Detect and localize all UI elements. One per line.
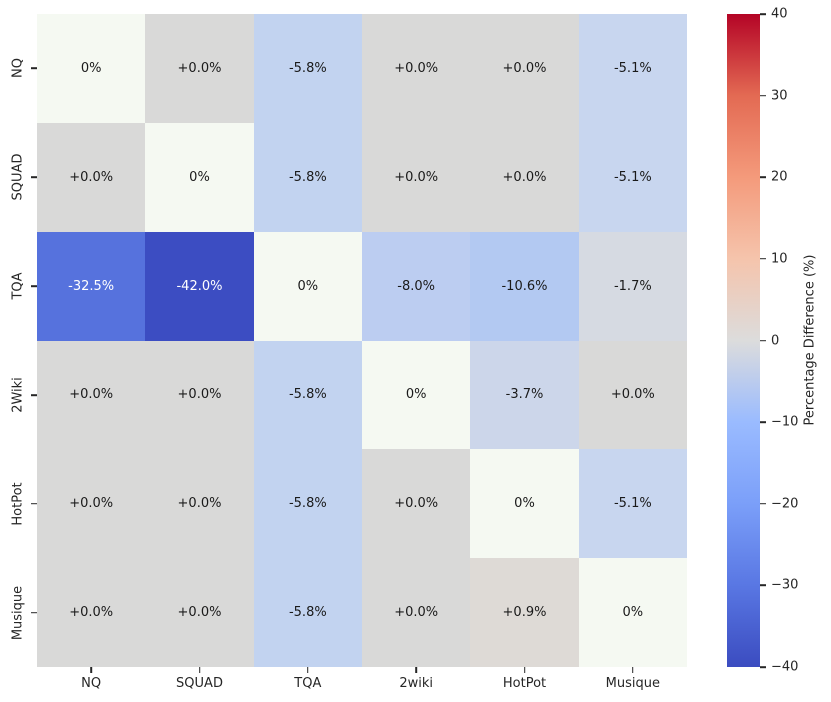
heatmap-cell: 0% [37, 14, 146, 123]
heatmap-cell: +0.0% [578, 340, 687, 450]
heatmap-cell: +0.0% [145, 449, 254, 559]
y-axis-label: NQ [10, 58, 26, 79]
y-tick-mark [31, 394, 37, 396]
heatmap-cell: -5.8% [253, 14, 362, 123]
x-tick-mark [415, 667, 417, 673]
colorbar-tick-label: 0 [771, 333, 780, 348]
colorbar-tick-mark [760, 94, 766, 97]
heatmap-cell: -5.8% [253, 558, 362, 667]
y-tick-mark [31, 67, 37, 70]
x-tick-mark [90, 667, 92, 673]
heatmap-cell: -3.7% [470, 340, 579, 450]
x-axis-label: HotPot [502, 676, 547, 691]
colorbar-title: Percentage Difference (%) [802, 254, 818, 426]
heatmap-cell: +0.0% [470, 14, 579, 123]
heatmap-cell: +0.0% [145, 340, 254, 450]
y-tick-mark [31, 176, 37, 179]
heatmap-cell: +0.0% [362, 14, 471, 123]
x-axis-label: Musique [605, 676, 660, 691]
heatmap-cell: -32.5% [37, 231, 146, 341]
colorbar-tick-label: −20 [771, 496, 799, 512]
colorbar-tick-mark [760, 339, 766, 342]
heatmap-cell: 0% [578, 558, 687, 667]
heatmap-cell: +0.9% [470, 558, 579, 667]
heatmap-cell: +0.0% [37, 449, 146, 559]
x-tick-mark [198, 667, 201, 673]
heatmap-cell: -5.8% [253, 122, 362, 232]
heatmap-cell: +0.0% [37, 558, 146, 667]
x-tick-mark [523, 667, 526, 673]
colorbar-tick-mark [760, 13, 766, 15]
heatmap-cell: +0.0% [470, 122, 579, 232]
heatmap-cell: +0.0% [145, 558, 254, 667]
y-axis-label: SQUAD [10, 153, 26, 201]
colorbar-tick-mark [760, 421, 766, 423]
colorbar-tick-mark [760, 258, 766, 260]
y-axis-label: TQA [10, 272, 26, 300]
colorbar-tick-mark [760, 666, 766, 668]
colorbar-tick-label: 30 [771, 88, 788, 104]
x-tick-mark [307, 667, 309, 673]
y-tick-mark [31, 502, 37, 505]
heatmap-cell: -5.1% [578, 122, 687, 232]
heatmap-cell: +0.0% [362, 449, 471, 559]
y-tick-mark [31, 611, 37, 614]
heatmap-cell: -5.8% [253, 449, 362, 559]
heatmap-cell: -5.8% [253, 340, 362, 450]
colorbar-tick-mark [760, 502, 766, 505]
colorbar-tick-label: −30 [771, 577, 799, 593]
colorbar-tick-label: 40 [771, 6, 788, 22]
x-axis-label: SQUAD [176, 676, 223, 691]
colorbar-tick-mark [760, 584, 766, 587]
colorbar-tick-mark [760, 176, 766, 179]
colorbar-tick-label: 10 [771, 251, 788, 267]
x-tick-mark [632, 667, 634, 673]
y-axis-label: HotPot [10, 482, 26, 526]
heatmap-cell: -10.6% [470, 231, 579, 341]
colorbar-tick-label: −40 [771, 659, 799, 675]
heatmap-cell: +0.0% [37, 340, 146, 450]
y-tick-mark [31, 285, 37, 287]
heatmap-cell: +0.0% [145, 14, 254, 123]
heatmap-cell: -1.7% [578, 231, 687, 341]
heatmap-cell: -5.1% [578, 14, 687, 123]
y-axis-label: 2Wiki [10, 377, 26, 413]
y-axis-label: Musique [10, 585, 26, 640]
x-axis-label: 2wiki [399, 676, 433, 691]
heatmap-cell: +0.0% [362, 558, 471, 667]
heatmap-cell: 0% [362, 340, 471, 450]
x-axis-label: NQ [81, 676, 102, 691]
heatmap-cell: -5.1% [578, 449, 687, 559]
colorbar-tick-label: −10 [771, 414, 799, 430]
colorbar-tick-label: 20 [771, 169, 788, 185]
heatmap-cell: +0.0% [362, 122, 471, 232]
x-axis-label: TQA [294, 676, 322, 691]
heatmap-cell: 0% [145, 122, 254, 232]
heatmap-cell: -42.0% [145, 231, 254, 341]
heatmap-cell: -8.0% [362, 231, 471, 341]
heatmap-cell: +0.0% [37, 122, 146, 232]
colorbar-gradient [727, 14, 760, 667]
heatmap-cell: 0% [470, 449, 579, 559]
heatmap-cell: 0% [253, 231, 362, 341]
heatmap-grid: 0% +0.0% -5.8% +0.0% +0.0% -5.1% +0.0% 0% -5.8% +… [37, 14, 687, 667]
